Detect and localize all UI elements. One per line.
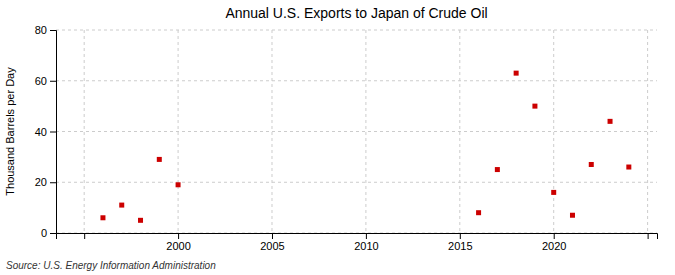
point	[100, 215, 105, 220]
tick-label: 2020	[542, 240, 566, 252]
tick: 2010	[354, 233, 378, 252]
point	[176, 182, 181, 187]
tick-mark	[554, 233, 555, 239]
grid-line	[271, 30, 272, 233]
tick-label: 2000	[166, 240, 190, 252]
tick-label: 2010	[354, 240, 378, 252]
point	[570, 213, 575, 218]
grid-line	[647, 30, 648, 233]
point	[476, 210, 481, 215]
tick-mark	[50, 132, 56, 133]
tick: 2005	[260, 233, 284, 252]
grid-line	[178, 30, 179, 233]
tick-mark	[178, 233, 179, 239]
point	[138, 218, 143, 223]
point	[626, 165, 631, 170]
y-axis: 0 20 40 60 80	[35, 24, 57, 239]
source: Source: U.S. Energy Information Administ…	[6, 260, 216, 271]
grid-line	[56, 182, 657, 183]
grid-line	[56, 80, 657, 81]
axis-line	[57, 234, 658, 240]
point	[495, 167, 500, 172]
tick-mark	[50, 233, 56, 234]
tick-label: 0	[41, 227, 47, 239]
tick: 0	[41, 227, 56, 239]
point	[589, 162, 594, 167]
point	[119, 203, 124, 208]
points	[100, 71, 631, 223]
point	[157, 157, 162, 162]
grid-line	[84, 30, 85, 233]
tick-label: 20	[35, 176, 47, 188]
point	[608, 119, 613, 124]
point	[514, 71, 519, 76]
tick-mark	[50, 30, 56, 31]
grid-line	[459, 30, 460, 233]
grid-line	[56, 30, 657, 31]
tick: 20	[35, 176, 56, 188]
grid-line	[365, 30, 366, 233]
point	[532, 104, 537, 109]
chart: 2000 2005 2010 2015 2020 0 20 40 60 80 Annual U.S.…	[0, 0, 675, 275]
tick-mark	[648, 233, 649, 239]
tick	[84, 233, 85, 239]
tick-mark	[50, 81, 56, 82]
point	[551, 190, 556, 195]
tick-mark	[460, 233, 461, 239]
tick: 2015	[448, 233, 472, 252]
tick-mark	[272, 233, 273, 239]
tick: 60	[35, 75, 56, 87]
tick-label: 2015	[448, 240, 472, 252]
tick	[648, 233, 649, 239]
tick-mark	[50, 182, 56, 183]
tick-label: 2005	[260, 240, 284, 252]
tick-mark	[366, 233, 367, 239]
grid-line	[553, 30, 554, 233]
tick-mark	[84, 233, 85, 239]
tick-label: 80	[35, 24, 47, 36]
x-axis: 2000 2005 2010 2015 2020	[57, 233, 658, 252]
y-axis-title: Thousand Barrels per Day	[4, 67, 16, 196]
tick: 40	[35, 126, 56, 138]
grid-line	[56, 131, 657, 132]
tick: 2000	[166, 233, 190, 252]
tick-label: 60	[35, 75, 47, 87]
plot-area: 2000 2005 2010 2015 2020 0 20 40 60 80	[35, 24, 658, 252]
axis-line	[50, 31, 57, 234]
title: Annual U.S. Exports to Japan of Crude Oi…	[225, 5, 487, 21]
grid	[56, 30, 657, 233]
tick-label: 40	[35, 126, 47, 138]
tick: 80	[35, 24, 56, 36]
tick: 2020	[542, 233, 566, 252]
